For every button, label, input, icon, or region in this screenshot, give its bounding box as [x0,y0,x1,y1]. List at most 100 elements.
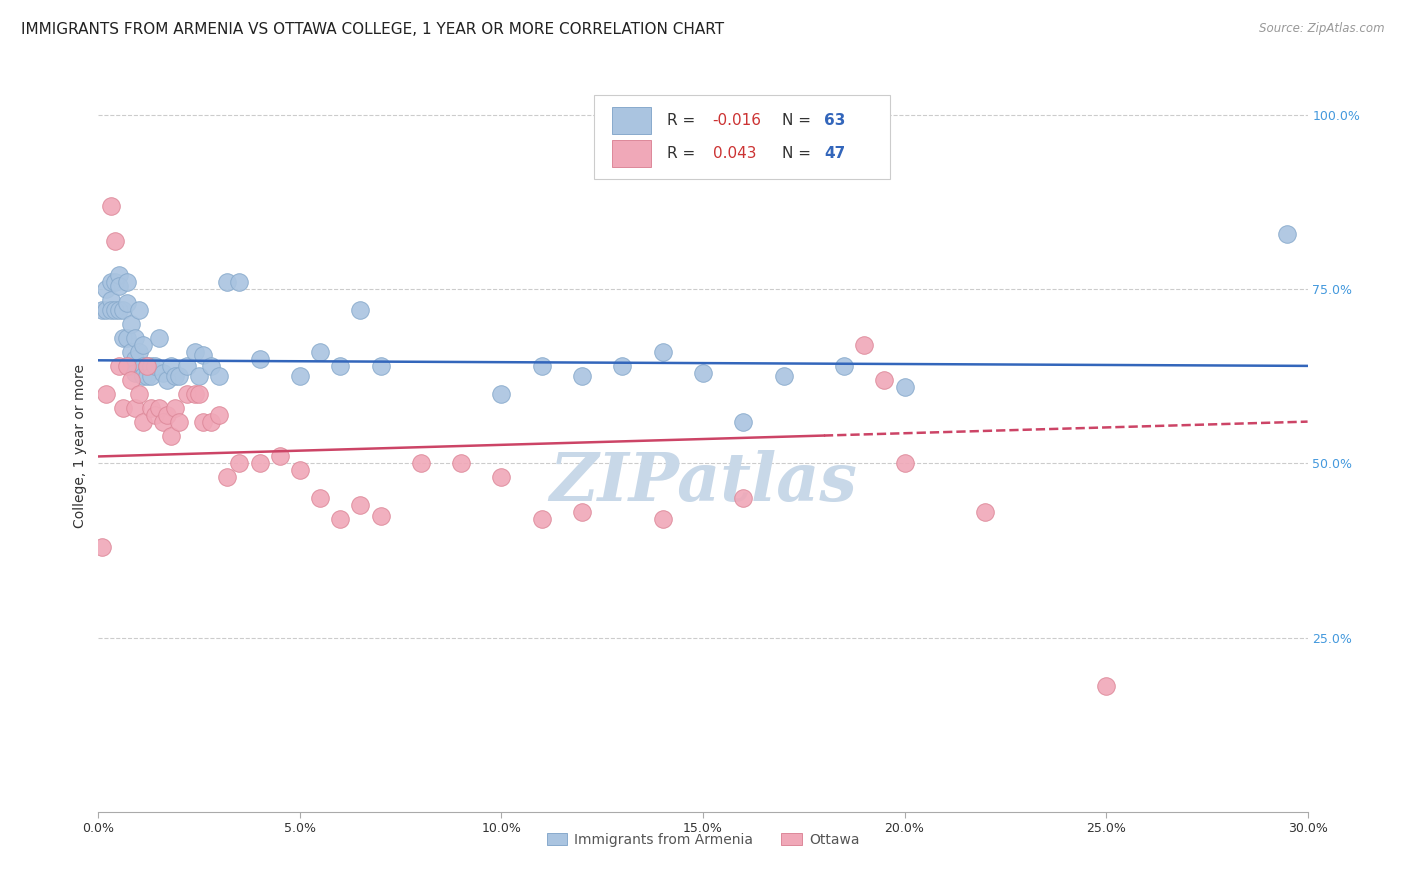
Point [143,359,166,373]
Point [111,303,134,318]
Point [107,278,129,293]
Point [139,359,162,373]
Point [115,296,138,310]
Point [1277,227,1299,241]
Point [853,338,876,352]
Point [160,428,183,442]
Bar [613,139,651,168]
Point [167,415,190,429]
Point [329,512,352,526]
Point [107,268,129,283]
Point [200,359,222,373]
Point [612,359,634,373]
Point [128,386,150,401]
Point [530,512,553,526]
Point [200,415,222,429]
Point [733,491,755,506]
Point [184,345,207,359]
Point [184,386,207,401]
Point [329,359,352,373]
Point [91,540,114,554]
Point [176,386,198,401]
Point [491,386,513,401]
Point [309,491,332,506]
Point [873,373,896,387]
Text: N =: N = [782,113,815,128]
Point [100,303,122,318]
Point [96,303,118,318]
Point [128,345,150,359]
Point [163,369,186,384]
Point [651,345,673,359]
Point [288,463,311,477]
Point [156,373,179,387]
Point [349,498,371,512]
Point [120,345,142,359]
Point [115,331,138,345]
Text: 47: 47 [824,146,845,161]
Text: 63: 63 [824,113,845,128]
Point [188,386,211,401]
Text: R =: R = [666,146,704,161]
Point [571,505,593,519]
Point [115,275,138,289]
Point [128,303,150,318]
Point [208,369,231,384]
Point [132,338,155,352]
Point [107,359,129,373]
Text: -0.016: -0.016 [713,113,762,128]
Point [208,408,231,422]
Point [124,401,146,415]
Point [193,348,215,362]
Point [163,401,186,415]
Point [120,373,142,387]
Text: 0.043: 0.043 [713,146,756,161]
Text: IMMIGRANTS FROM ARMENIA VS OTTAWA COLLEGE, 1 YEAR OR MORE CORRELATION CHART: IMMIGRANTS FROM ARMENIA VS OTTAWA COLLEG… [21,22,724,37]
Bar [613,107,651,135]
Y-axis label: College, 1 year or more: College, 1 year or more [73,364,87,528]
Point [91,303,114,318]
Point [409,457,432,471]
Point [370,508,392,523]
Point [1095,679,1118,693]
Point [135,359,157,373]
Point [160,359,183,373]
Point [107,303,129,318]
Point [491,470,513,484]
Point [269,450,291,464]
Point [96,386,118,401]
Point [152,415,174,429]
Point [124,366,146,380]
Point [692,366,714,380]
Point [115,359,138,373]
Legend: Immigrants from Armenia, Ottawa: Immigrants from Armenia, Ottawa [541,827,865,853]
Point [124,331,146,345]
Point [832,359,855,373]
Point [148,331,170,345]
Point [893,380,915,394]
Text: Source: ZipAtlas.com: Source: ZipAtlas.com [1260,22,1385,36]
Point [772,369,794,384]
Point [143,408,166,422]
Text: R =: R = [666,113,700,128]
Point [100,293,122,307]
Point [228,457,250,471]
Point [103,303,125,318]
Point [370,359,392,373]
Point [132,359,155,373]
Point [139,401,162,415]
Point [111,401,134,415]
Point [120,359,142,373]
Point [100,199,122,213]
Point [571,369,593,384]
Point [733,415,755,429]
Text: N =: N = [782,146,815,161]
Point [309,345,332,359]
Point [96,282,118,296]
Point [249,457,271,471]
Point [217,275,239,289]
Point [176,359,198,373]
Point [103,275,125,289]
Text: ZIPatlas: ZIPatlas [550,450,856,515]
Point [974,505,997,519]
